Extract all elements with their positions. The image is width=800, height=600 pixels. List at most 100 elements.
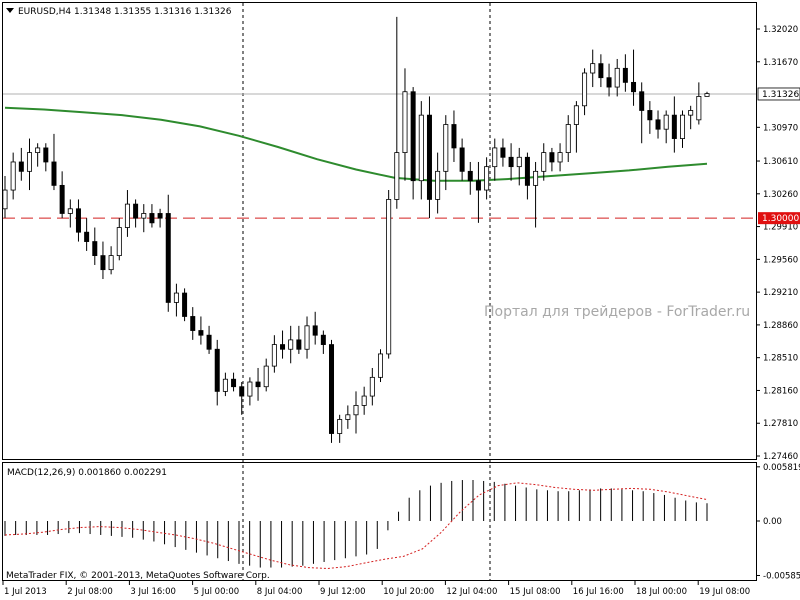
candle [639, 82, 645, 144]
candle [247, 377, 253, 406]
candle [165, 194, 171, 312]
price-tick-label: 1.27810 [763, 419, 798, 429]
candle [467, 161, 473, 195]
candle-body [606, 77, 612, 88]
macd-signal-path [4, 482, 708, 570]
candle [35, 143, 41, 167]
candle [92, 227, 98, 265]
time-tick-label: 18 Jul 00:00 [636, 587, 687, 597]
candle-body [35, 147, 41, 154]
macd-panel-frame [2, 462, 757, 581]
candle [459, 138, 465, 181]
time-tick-label: 2 Jul 08:00 [67, 587, 113, 597]
candle-body [182, 292, 188, 317]
candle [182, 288, 188, 322]
candle-body [467, 170, 473, 182]
candle-body [280, 344, 286, 350]
candle-body [475, 180, 481, 191]
candle-body [10, 161, 16, 191]
candle [582, 68, 588, 116]
candle-body [663, 114, 669, 130]
candle [557, 143, 563, 172]
candle-body [492, 147, 498, 168]
candle-body [614, 67, 620, 88]
candle-body [680, 114, 686, 139]
level-price-box [758, 212, 800, 225]
candle-body [173, 292, 179, 303]
candle [280, 330, 286, 359]
candle [394, 16, 400, 209]
candle-body [598, 63, 604, 79]
candle [688, 105, 694, 130]
candle-body [198, 330, 204, 336]
candle [533, 161, 539, 228]
candle [696, 82, 702, 125]
candle [67, 199, 73, 228]
candle-body [361, 395, 367, 406]
candle [312, 311, 318, 345]
price-tick-label: 1.30260 [763, 190, 798, 200]
candle-body [443, 124, 449, 172]
time-tick-label: 16 Jul 16:00 [573, 587, 624, 597]
candle [84, 218, 90, 251]
candle-body [255, 381, 261, 388]
candle-body [59, 184, 65, 214]
candle [304, 316, 310, 359]
main-panel-frame [2, 2, 757, 460]
candle [443, 115, 449, 191]
candle-body [565, 124, 571, 154]
candle [598, 54, 604, 88]
candle [320, 330, 326, 354]
copyright-text: MetaTrader FIX, © 2001-2013, MetaQuotes … [6, 571, 270, 581]
time-tick-label: 15 Jul 08:00 [510, 587, 561, 597]
candle [680, 110, 686, 148]
macd-tick-label: 0.005819 [763, 463, 800, 473]
price-tick-label: 1.30970 [763, 123, 798, 133]
candle [541, 143, 547, 181]
candle-body [484, 166, 490, 191]
candle [614, 58, 620, 97]
candle [10, 152, 16, 200]
candle [549, 147, 555, 172]
candle [345, 405, 351, 429]
candle-body [688, 110, 694, 116]
candle [222, 372, 228, 397]
candle-body [704, 93, 710, 97]
candle [671, 96, 677, 153]
candle [451, 110, 457, 162]
candle-body [582, 72, 588, 107]
candle-body [2, 189, 8, 210]
candle [18, 147, 24, 181]
moving-average-line [4, 106, 708, 182]
time-tick-label: 1 Jul 2013 [4, 587, 47, 597]
candle-body [631, 81, 637, 93]
candle-body [410, 91, 416, 182]
candle-body [402, 91, 408, 154]
candle [508, 143, 514, 181]
candle-body [149, 213, 155, 224]
time-tick-label: 19 Jul 08:00 [699, 587, 750, 597]
candle-body [133, 203, 139, 219]
candle [337, 414, 343, 443]
candle-body [206, 334, 212, 350]
candle-body [345, 414, 351, 420]
candle-body [288, 339, 294, 350]
candle [329, 339, 335, 443]
candle [2, 176, 8, 219]
candle-body [296, 339, 302, 350]
macd-histogram [4, 480, 708, 568]
candle [435, 152, 441, 214]
candle [590, 49, 596, 88]
chart-title: EURUSD,H4 1.31348 1.31355 1.31316 1.3132… [18, 7, 232, 17]
candle-body [26, 152, 32, 172]
candle [296, 325, 302, 354]
candle [157, 208, 163, 228]
candle-body [51, 161, 57, 186]
time-tick-label: 3 Jul 16:00 [130, 587, 176, 597]
candle [255, 367, 261, 401]
candle [198, 316, 204, 345]
candle-body [271, 344, 277, 367]
candle [704, 91, 710, 97]
candle [206, 325, 212, 354]
